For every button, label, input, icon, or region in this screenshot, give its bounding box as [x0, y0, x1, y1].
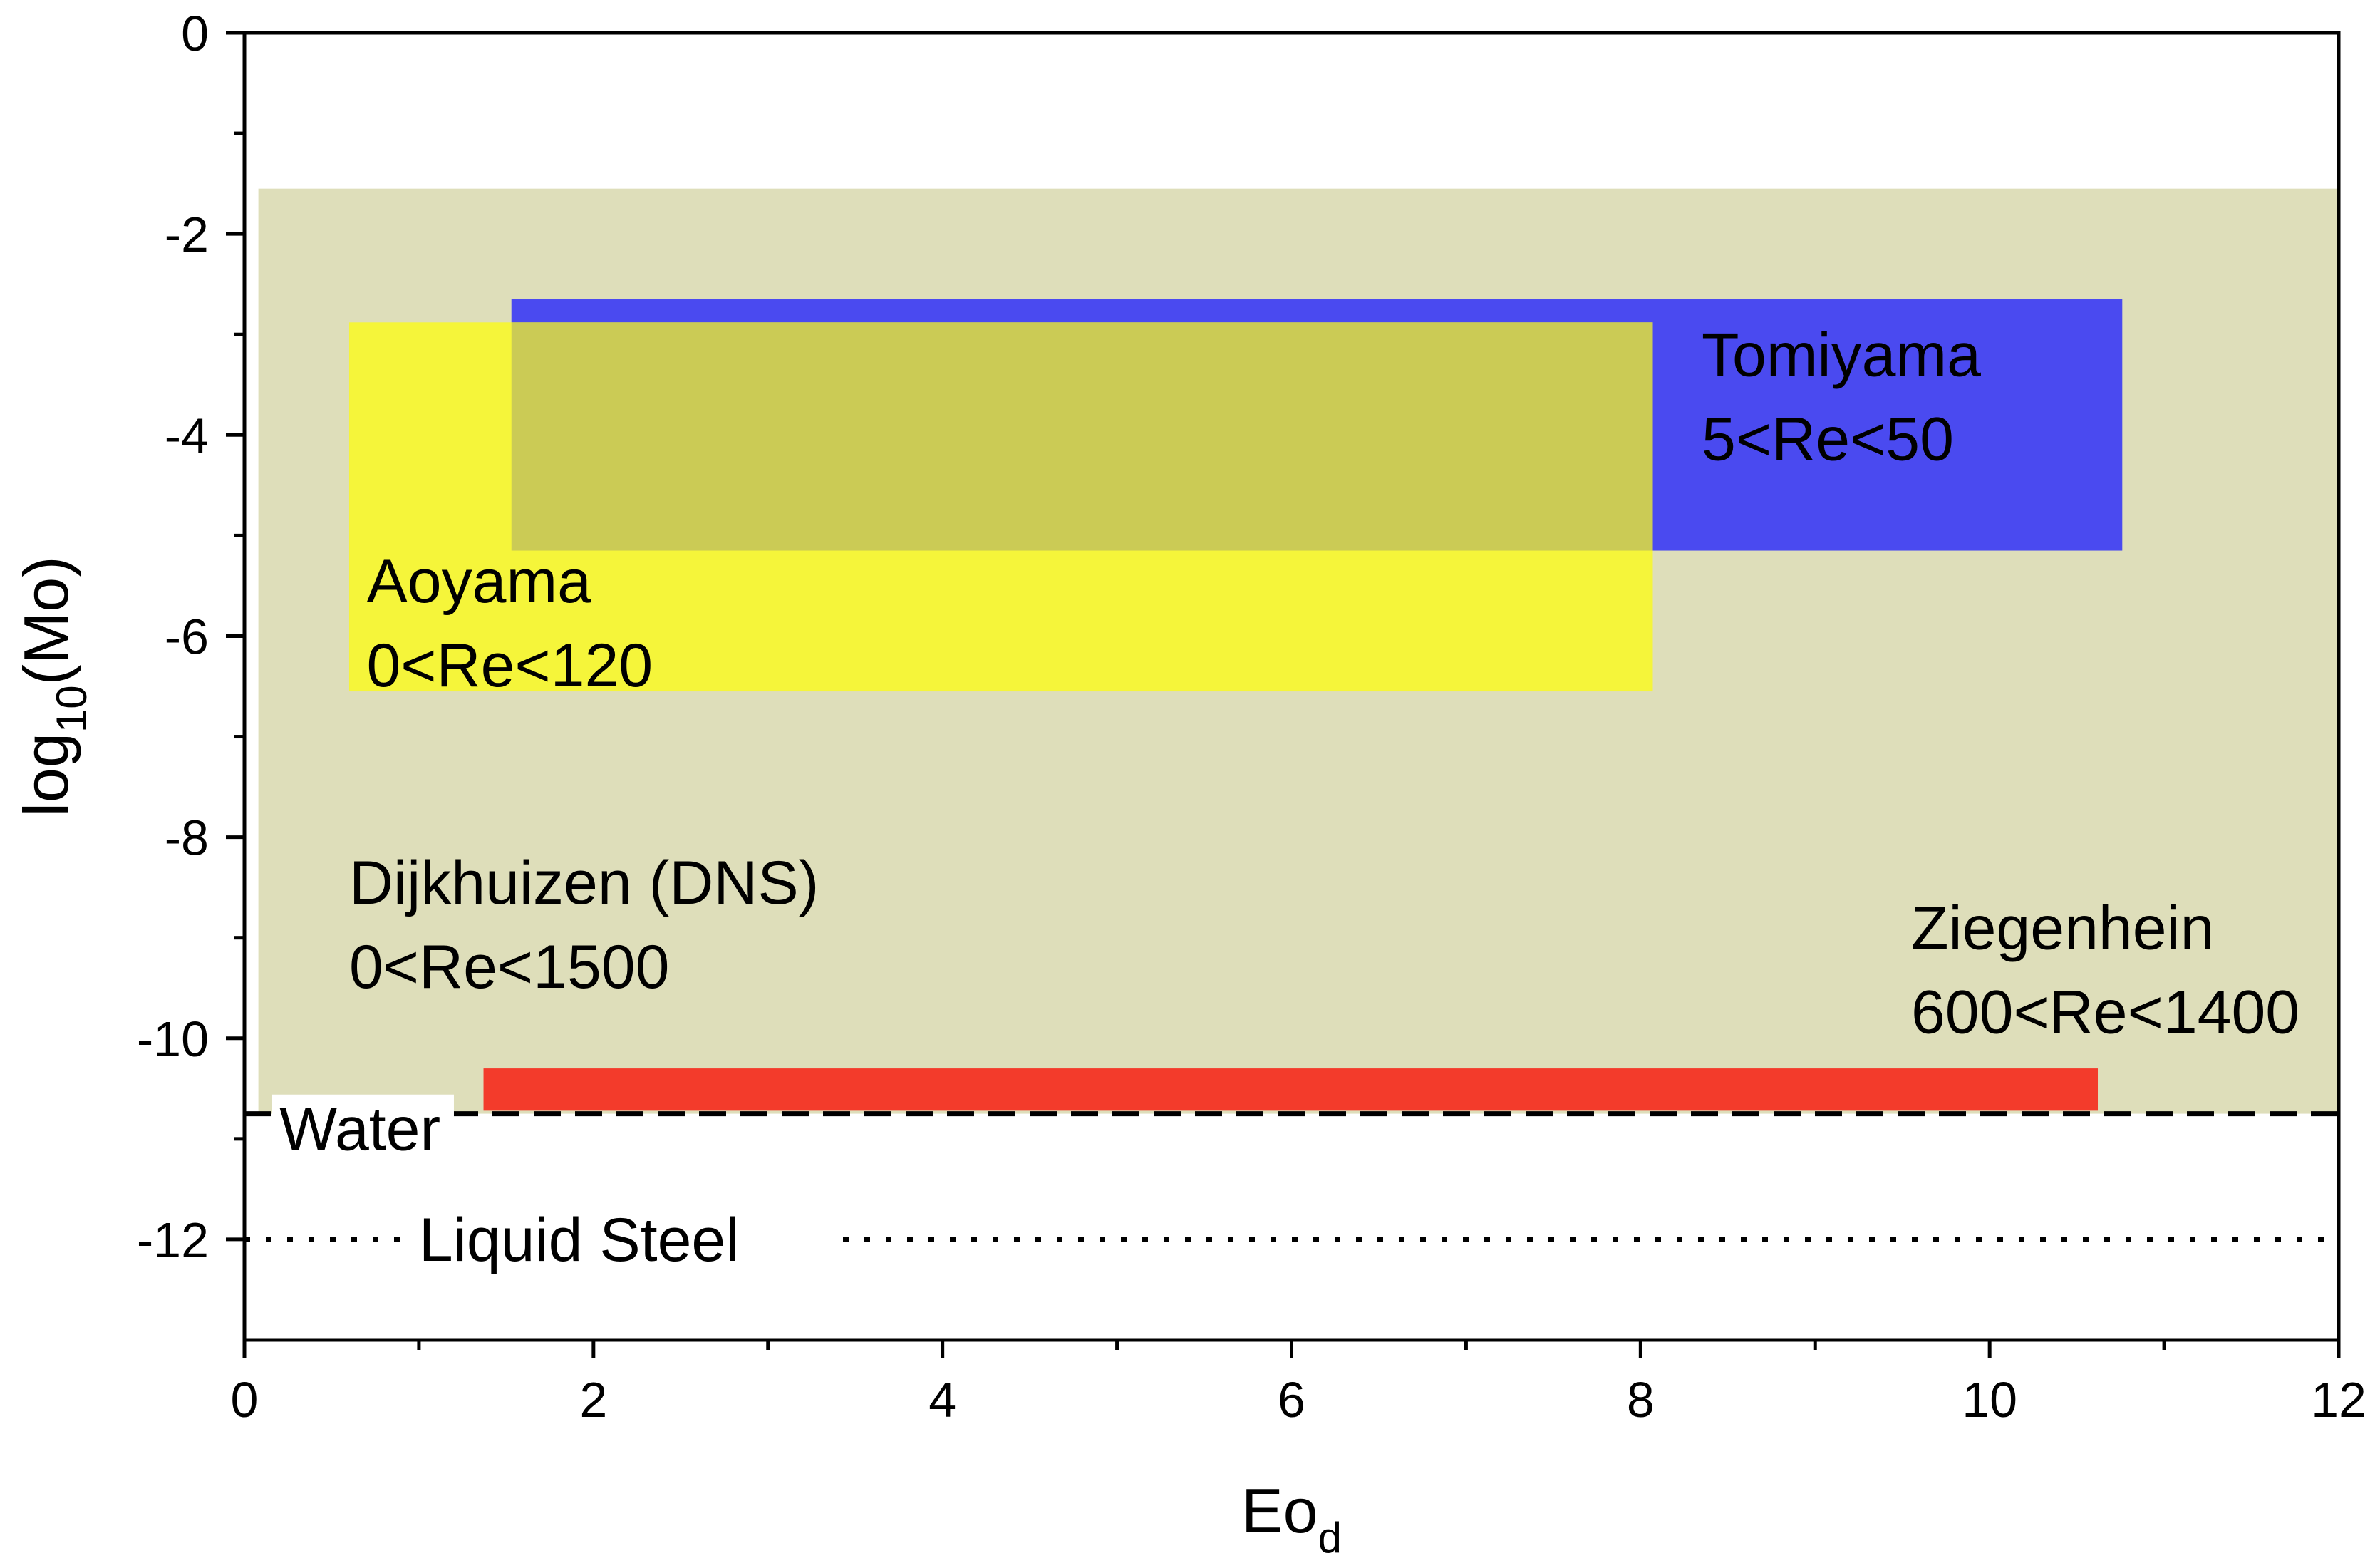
- annotation-aoyama: Aoyama: [366, 547, 591, 616]
- regions-layer: [258, 188, 2339, 1114]
- x-tick-label: 12: [2311, 1372, 2366, 1428]
- annotation-water: Water: [279, 1095, 440, 1164]
- y-tick-label: -12: [137, 1212, 209, 1268]
- x-tick-label: 4: [928, 1372, 956, 1428]
- annotation-0-re-120: 0<Re<120: [366, 631, 653, 700]
- annotation-ziegenhein: Ziegenhein: [1911, 894, 2215, 963]
- annotation-5-re-50: 5<Re<50: [1702, 405, 1954, 473]
- annotation-tomiyama: Tomiyama: [1702, 321, 1981, 389]
- annotations-layer: Tomiyama 5<Re<50 Aoyama 0<Re<120 Dijkhuizen …: [271, 321, 2299, 1279]
- x-tick-label: 0: [231, 1372, 259, 1428]
- y-tick-label: -2: [165, 207, 209, 262]
- x-axis-title-subscript: d: [1318, 1514, 1342, 1562]
- x-tick-label: 8: [1627, 1372, 1655, 1428]
- y-axis-title-subscript: 10: [48, 685, 95, 733]
- region-overlap: [511, 322, 1653, 551]
- x-axis-title: Eod: [1241, 1475, 1342, 1562]
- x-tick-label: 10: [1962, 1372, 2017, 1428]
- reference-lines-layer: [244, 1111, 2339, 1242]
- label-background-liquid-steel: [411, 1205, 828, 1279]
- x-tick-label: 2: [579, 1372, 607, 1428]
- y-tick-label: -4: [165, 408, 209, 463]
- region-ziegenhein: [483, 1068, 2099, 1111]
- y-tick-label: 0: [181, 6, 209, 61]
- axes-layer: 0 2 4 6 8 10 12 0 -2 -4 -6 -8 -10 -12: [137, 6, 2366, 1428]
- annotation-0-re-1500: 0<Re<1500: [349, 933, 670, 1001]
- y-tick-label: -8: [165, 810, 209, 866]
- annotation-liquid-steel: Liquid Steel: [419, 1206, 739, 1274]
- y-axis-title: log10(Mo): [11, 556, 95, 816]
- y-tick-label: -6: [165, 609, 209, 664]
- y-axis-title-main: log: [11, 733, 81, 816]
- x-tick-label: 6: [1278, 1372, 1305, 1428]
- y-axis-title-suffix: (Mo): [11, 556, 81, 685]
- annotation-dijkhuizen-dns: Dijkhuizen (DNS): [349, 849, 819, 917]
- annotation-600-re-1400: 600<Re<1400: [1911, 979, 2299, 1047]
- x-axis-title-main: Eo: [1241, 1475, 1318, 1546]
- label-background-water: [271, 1094, 454, 1169]
- y-tick-label: -10: [137, 1011, 209, 1067]
